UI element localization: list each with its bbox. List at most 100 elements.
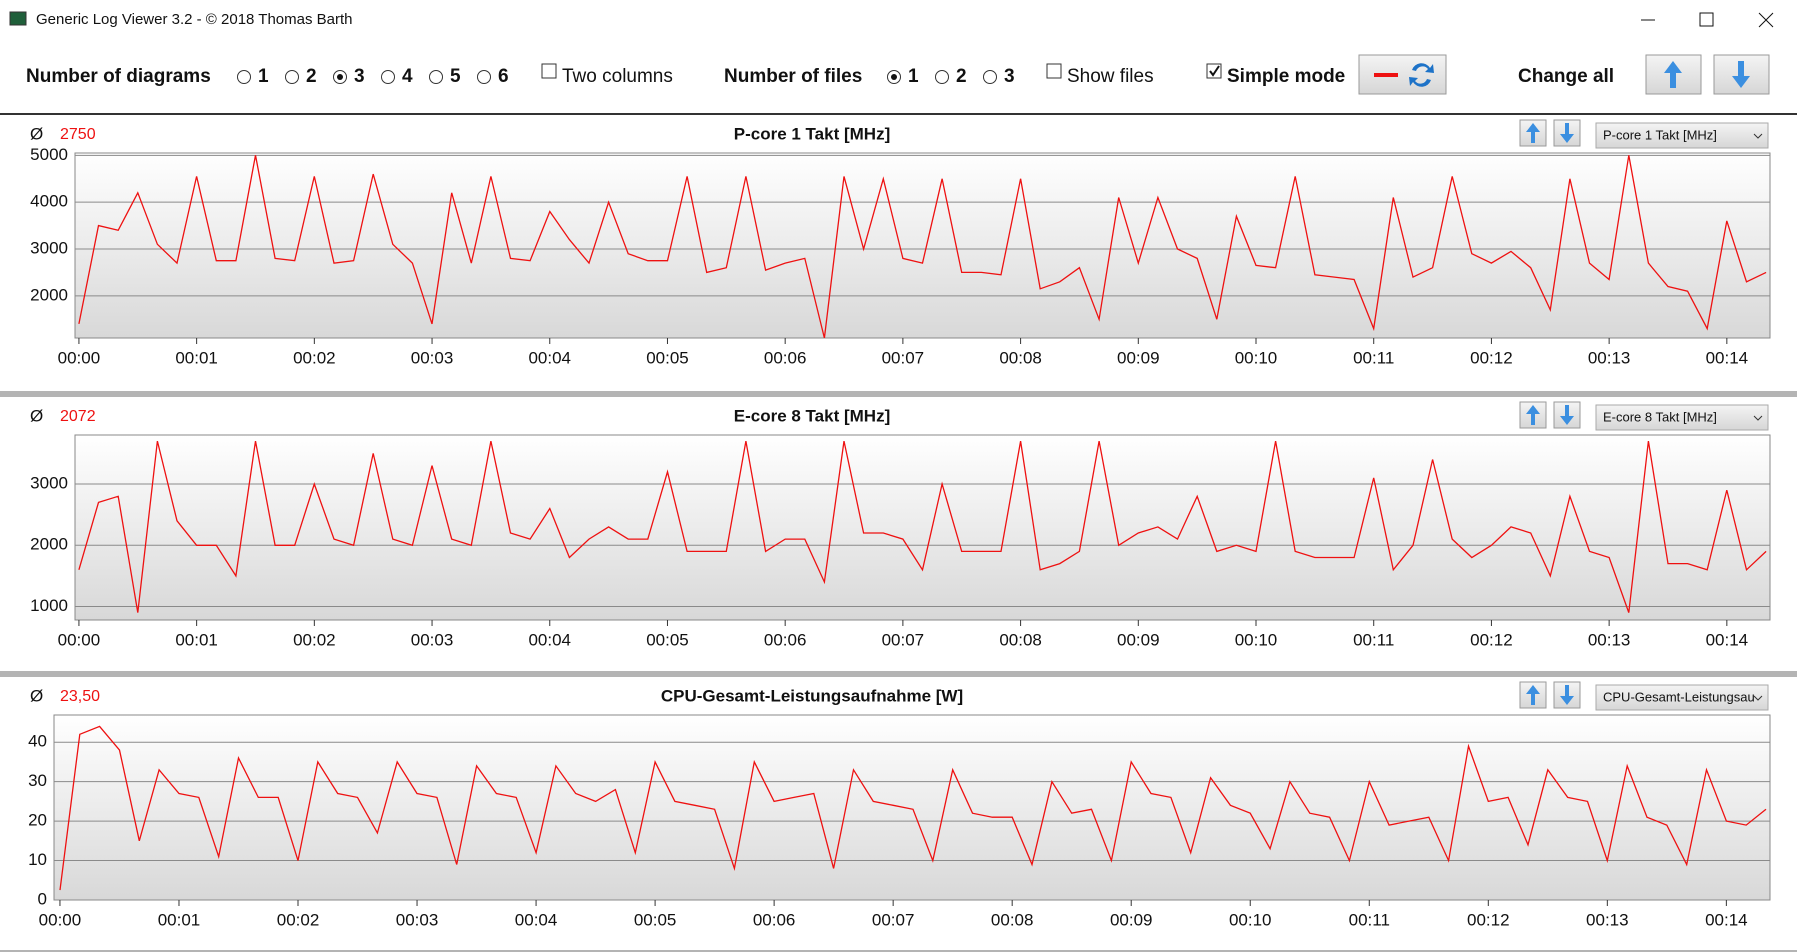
x-tick-label: 00:09 — [1110, 910, 1153, 929]
x-tick-label: 00:12 — [1470, 630, 1513, 649]
arrow-icon — [1560, 405, 1574, 425]
x-tick-label: 00:06 — [764, 348, 807, 367]
files-label: Number of files — [724, 66, 862, 87]
x-tick-label: 00:12 — [1467, 910, 1510, 929]
up-arrow — [1664, 61, 1682, 88]
move-up-button[interactable] — [1519, 119, 1547, 147]
x-tick-label: 00:05 — [646, 630, 689, 649]
radio-button[interactable] — [983, 70, 997, 84]
x-tick-label: 00:13 — [1586, 910, 1629, 929]
radio-label: 5 — [450, 66, 461, 87]
checkbox-label: Show files — [1067, 66, 1154, 87]
x-tick-label: 00:09 — [1117, 348, 1160, 367]
close-button[interactable] — [1758, 12, 1774, 28]
x-tick-label: 00:09 — [1117, 630, 1160, 649]
radio-button[interactable] — [935, 70, 949, 84]
checkmark — [1209, 65, 1220, 77]
radio-label: 1 — [908, 66, 919, 87]
y-tick-label: 0 — [38, 889, 47, 908]
x-tick-label: 00:06 — [764, 630, 807, 649]
radio-button[interactable] — [285, 70, 299, 84]
panel-separator — [0, 391, 1797, 397]
checkbox[interactable] — [1046, 63, 1062, 79]
chart-panel: Ø 2750 P-core 1 Takt [MHz] P-core 1 Takt [M… — [30, 119, 1771, 367]
y-tick-label: 4000 — [30, 192, 68, 211]
checkbox[interactable] — [541, 63, 557, 79]
move-down-button[interactable] — [1553, 401, 1581, 429]
radio-button[interactable] — [381, 70, 395, 84]
series-dropdown[interactable]: CPU-Gesamt-Leistungsau — [1595, 684, 1769, 711]
dropdown-arrow — [1753, 133, 1763, 139]
y-tick-label: 2000 — [30, 285, 68, 304]
data-line — [78, 440, 1767, 613]
x-tick-label: 00:04 — [515, 910, 558, 929]
y-tick-label: 40 — [28, 732, 47, 751]
window-title: Generic Log Viewer 3.2 - © 2018 Thomas B… — [36, 11, 353, 28]
x-tick-label: 00:13 — [1588, 630, 1631, 649]
dropdown-frame — [1595, 404, 1769, 431]
move-up-button[interactable] — [1519, 401, 1547, 429]
move-all-up-button[interactable] — [1645, 54, 1702, 95]
x-tick-label: 00:08 — [999, 348, 1042, 367]
y-tick-label: 30 — [28, 771, 47, 790]
color-refresh-button[interactable] — [1358, 54, 1447, 95]
y-tick-label: 10 — [28, 850, 47, 869]
maximize-button[interactable] — [1699, 12, 1714, 27]
radio-label: 3 — [354, 66, 365, 87]
arrow-icon — [1560, 685, 1574, 705]
data-line — [59, 725, 1767, 891]
x-tick-label: 00:00 — [39, 910, 82, 929]
average-value: 2750 — [60, 126, 96, 143]
radio-label: 2 — [956, 66, 967, 87]
x-tick-label: 00:00 — [58, 348, 101, 367]
arrow-icon — [1560, 123, 1574, 143]
dropdown-arrow — [1753, 695, 1763, 701]
chart-title: E-core 8 Takt [MHz] — [734, 406, 891, 425]
x-tick-label: 00:01 — [175, 348, 218, 367]
arrow-icon — [1526, 123, 1540, 143]
refresh-icon — [1409, 63, 1434, 87]
y-tick-label: 1000 — [30, 596, 68, 615]
x-tick-label: 00:13 — [1588, 348, 1631, 367]
x-tick-label: 00:10 — [1229, 910, 1272, 929]
x-tick-label: 00:02 — [293, 630, 336, 649]
move-down-button[interactable] — [1553, 119, 1581, 147]
x-tick-label: 00:11 — [1353, 348, 1394, 367]
x-tick-label: 00:03 — [411, 630, 454, 649]
plot-area — [74, 152, 1771, 339]
radio-dot — [891, 74, 897, 80]
panel-separator — [0, 671, 1797, 677]
arrow-icon — [1526, 405, 1540, 425]
x-tick-label: 00:06 — [753, 910, 796, 929]
radio-button[interactable] — [429, 70, 443, 84]
radio-button[interactable] — [477, 70, 491, 84]
radio-label: 6 — [498, 66, 509, 87]
x-tick-label: 00:08 — [991, 910, 1034, 929]
move-down-button[interactable] — [1553, 681, 1581, 709]
x-tick-label: 00:14 — [1706, 348, 1749, 367]
x-tick-label: 00:10 — [1235, 630, 1278, 649]
y-tick-label: 20 — [28, 811, 47, 830]
radio-button[interactable] — [237, 70, 251, 84]
x-tick-label: 00:08 — [999, 630, 1042, 649]
average-symbol: Ø — [30, 124, 43, 143]
checkbox-label: Two columns — [562, 66, 673, 87]
x-tick-label: 00:12 — [1470, 348, 1513, 367]
average-value: 23,50 — [60, 688, 100, 705]
radio-dot — [337, 74, 343, 80]
series-dropdown[interactable]: P-core 1 Takt [MHz] — [1595, 122, 1769, 149]
x-tick-label: 00:11 — [1353, 630, 1394, 649]
move-up-button[interactable] — [1519, 681, 1547, 709]
move-all-down-button[interactable] — [1713, 54, 1770, 95]
series-dropdown[interactable]: E-core 8 Takt [MHz] — [1595, 404, 1769, 431]
y-tick-label: 3000 — [30, 473, 68, 492]
change-all-label: Change all — [1518, 66, 1614, 87]
radio-label: 4 — [402, 66, 413, 87]
chart-title: P-core 1 Takt [MHz] — [734, 124, 891, 143]
chart-panel: Ø 23,50 CPU-Gesamt-Leistungsaufnahme [W] CP… — [28, 681, 1771, 929]
data-line — [78, 155, 1767, 338]
radio-label: 3 — [1004, 66, 1015, 87]
average-symbol: Ø — [30, 406, 43, 425]
radio-label: 2 — [306, 66, 317, 87]
